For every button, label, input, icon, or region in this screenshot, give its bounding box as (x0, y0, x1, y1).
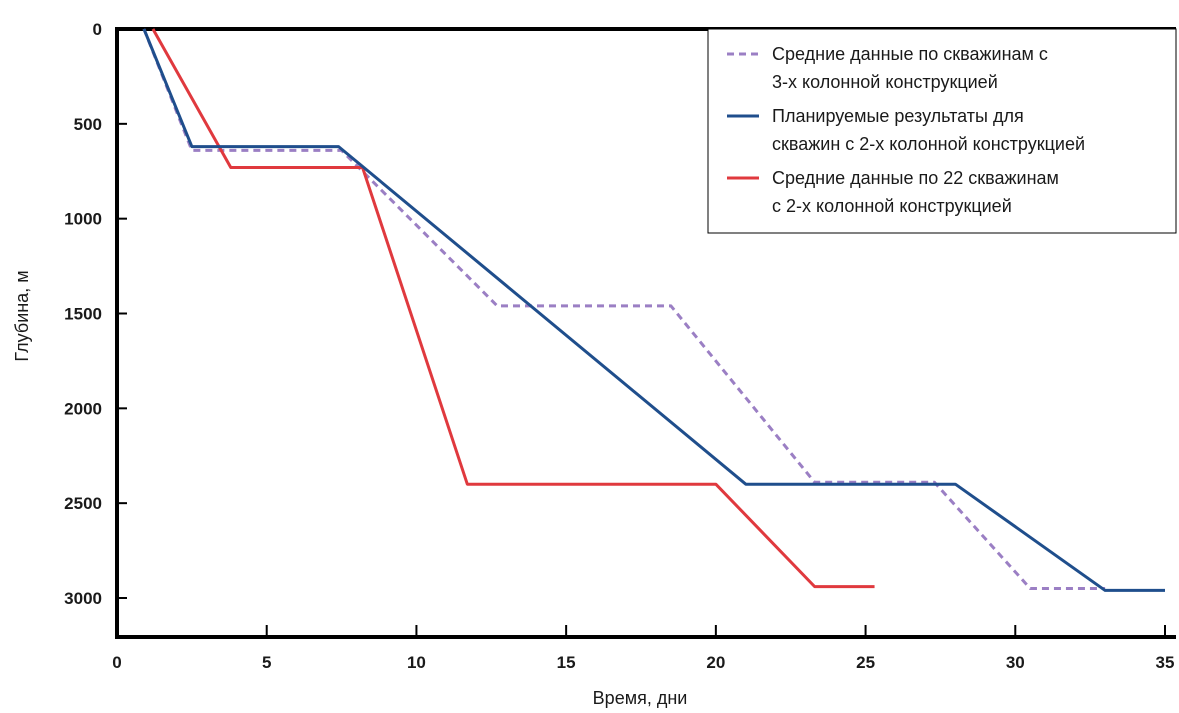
x-tick-label: 10 (407, 653, 426, 672)
y-axis-title: Глубина, м (12, 270, 32, 361)
x-tick-label: 25 (856, 653, 875, 672)
x-tick-label: 5 (262, 653, 271, 672)
legend-label-1: Планируемые результаты для (772, 106, 1024, 126)
y-tick-label: 3000 (64, 589, 102, 608)
x-tick-label: 30 (1006, 653, 1025, 672)
legend-label-0: 3-х колонной конструкцией (772, 72, 998, 92)
y-tick-label: 500 (74, 115, 102, 134)
series-line-2 (151, 28, 875, 589)
legend-box (707, 28, 1177, 234)
y-tick-label: 1500 (64, 305, 102, 324)
legend-label-2: Средние данные по 22 скважинам (772, 168, 1059, 188)
y-tick-label: 1000 (64, 210, 102, 229)
y-tick-label: 2000 (64, 399, 102, 418)
x-tick-label: 20 (706, 653, 725, 672)
x-tick-label: 15 (557, 653, 576, 672)
x-axis-title: Время, дни (593, 688, 688, 708)
x-tick-label: 35 (1156, 653, 1175, 672)
series-line-1 (142, 28, 1165, 592)
legend-label-1: скважин с 2-х колонной конструкцией (772, 134, 1085, 154)
y-tick-label: 2500 (64, 494, 102, 513)
series-line-0 (142, 28, 1106, 591)
y-tick-label: 0 (93, 20, 102, 39)
x-tick-label: 0 (112, 653, 121, 672)
legend-label-2: с 2-х колонной конструкцией (772, 196, 1012, 216)
legend-label-0: Средние данные по скважинам с (772, 44, 1048, 64)
